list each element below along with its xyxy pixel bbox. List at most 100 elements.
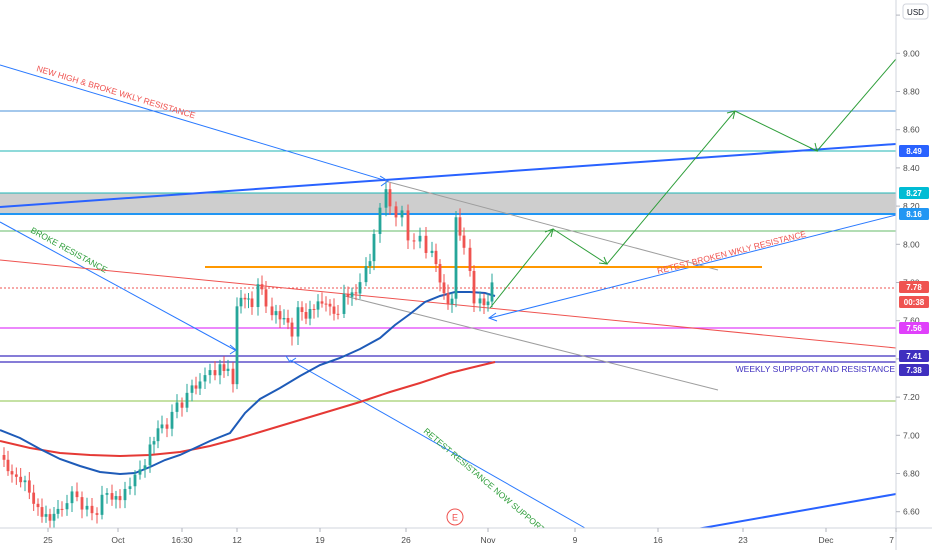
candle-body	[118, 496, 122, 501]
candle-body	[114, 496, 118, 500]
candle-body	[458, 217, 462, 236]
price-tick-label: 7.20	[903, 392, 920, 402]
candle-body	[282, 318, 286, 320]
candle-body	[346, 293, 350, 297]
candle-body	[198, 381, 202, 389]
blue-arrows	[229, 175, 498, 363]
trendline-rising-blue	[0, 143, 897, 208]
time-tick-label: Dec	[818, 535, 834, 545]
candle-body	[156, 428, 160, 442]
candle-body	[190, 385, 194, 393]
candle-body	[372, 233, 376, 262]
price-label-box	[899, 364, 929, 376]
candle-body	[324, 303, 328, 305]
projected-arrow-3	[726, 110, 736, 120]
price-label-box	[899, 322, 929, 334]
time-axis-ticks: 25 Oct 16:30 12 19 26 Nov 9 16 23 Dec 7	[43, 528, 897, 545]
candle-body	[6, 459, 10, 472]
arrow-head-retest-broken	[487, 312, 498, 322]
price-axis-background[interactable]	[896, 0, 932, 550]
candle-body	[388, 189, 392, 207]
candle-body	[203, 375, 207, 382]
candle-body	[133, 474, 137, 487]
candle-body	[394, 206, 398, 218]
candle-body	[482, 298, 486, 306]
candle-body	[336, 313, 340, 315]
candle-body	[424, 235, 428, 253]
candle-body	[148, 444, 152, 466]
candle-body	[180, 402, 184, 408]
projected-arrow-4	[809, 142, 818, 152]
price-tick-label: 8.00	[903, 239, 920, 249]
time-tick-label: 9	[573, 535, 578, 545]
candle-body	[412, 240, 416, 242]
candle-body	[52, 513, 56, 521]
candle-body	[400, 210, 404, 218]
candle-body	[19, 476, 23, 483]
time-tick-label: 19	[315, 535, 325, 545]
candle-body	[446, 293, 450, 305]
candle-body	[270, 306, 274, 316]
candle-body	[243, 297, 247, 300]
candle-body	[438, 264, 442, 283]
candle-body	[384, 189, 388, 208]
candle-body	[320, 301, 324, 304]
plot-area[interactable]	[0, 0, 896, 528]
candlesticks	[2, 183, 494, 530]
candle-body	[328, 303, 332, 307]
candle-body	[110, 493, 114, 500]
candle-body	[454, 217, 458, 299]
currency-badge[interactable]: USD	[902, 3, 929, 20]
projected-arrow-1	[544, 228, 554, 238]
trendline-retest-support	[289, 359, 586, 529]
candle-body	[450, 298, 454, 305]
candle-body	[235, 306, 239, 385]
red-moving-average	[0, 361, 496, 458]
candle-body	[430, 250, 434, 253]
candle-body	[286, 318, 290, 323]
candle-body	[123, 488, 127, 501]
candle-body	[406, 210, 410, 241]
price-label-box	[899, 208, 929, 220]
time-axis-background[interactable]	[0, 528, 932, 550]
price-tick-label: 8.20	[903, 201, 920, 211]
candle-body	[44, 514, 48, 517]
candle-body	[256, 284, 260, 308]
price-label-box	[899, 187, 929, 199]
candle-body	[40, 507, 44, 517]
candle-body	[468, 247, 472, 271]
trendline-bottom-right	[679, 493, 897, 533]
price-label-text: 8.16	[906, 210, 922, 219]
candle-body	[105, 493, 109, 495]
candle-body	[218, 364, 222, 376]
candle-body	[442, 282, 446, 294]
candle-body	[14, 474, 18, 477]
candle-body	[36, 503, 40, 508]
candle-body	[85, 505, 89, 510]
price-tick-label: 9.00	[903, 48, 920, 58]
candle-body	[308, 308, 312, 319]
candle-body	[300, 307, 304, 312]
candle-body	[312, 308, 316, 310]
candle-body	[231, 368, 235, 385]
candle-body	[368, 261, 372, 267]
projected-path	[489, 58, 897, 309]
price-label-text: 7.38	[906, 366, 922, 375]
candle-body	[100, 494, 104, 515]
price-tick-label: 8.80	[903, 87, 920, 97]
trendline-upper-descending	[0, 64, 388, 182]
price-label-box	[899, 281, 929, 293]
candle-body	[32, 492, 36, 504]
candle-body	[239, 297, 243, 307]
candle-body	[10, 471, 14, 475]
time-tick-label: 7	[889, 535, 894, 545]
earnings-event-marker[interactable]: E	[446, 508, 464, 526]
candle-body	[434, 250, 438, 265]
candle-body	[65, 503, 69, 510]
price-label-text: 8.49	[906, 147, 922, 156]
event-marker-label: E	[452, 513, 458, 523]
candle-body	[185, 392, 189, 408]
candle-body	[278, 311, 282, 320]
arrow-head-retest-support	[285, 355, 297, 363]
